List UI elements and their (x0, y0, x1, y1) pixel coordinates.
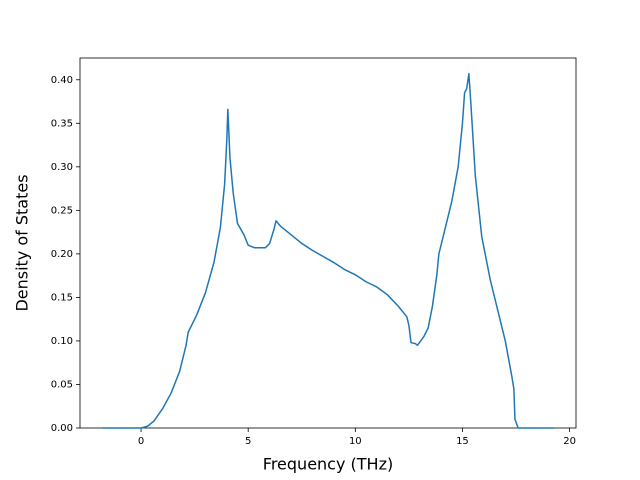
plot-frame (79, 57, 577, 429)
x-tick-label: 15 (456, 436, 469, 447)
x-axis-label: Frequency (THz) (263, 455, 393, 474)
y-tick-label: 0.35 (51, 118, 73, 129)
x-tick-label: 20 (563, 436, 576, 447)
data-line (102, 72, 554, 429)
y-tick-label: 0.05 (51, 379, 73, 390)
y-tick-label: 0.10 (51, 336, 73, 347)
y-tick-label: 0.25 (51, 205, 73, 216)
y-tick-label: 0.30 (51, 162, 73, 173)
y-axis-label: Density of States (13, 174, 32, 311)
x-tick-label: 10 (349, 436, 362, 447)
y-tick-label: 0.40 (51, 75, 73, 86)
y-tick-label: 0.00 (51, 423, 73, 434)
x-tick-label: 0 (138, 436, 144, 447)
y-tick-label: 0.15 (51, 292, 73, 303)
x-tick-label: 5 (245, 436, 251, 447)
y-tick-label: 0.20 (51, 249, 73, 260)
